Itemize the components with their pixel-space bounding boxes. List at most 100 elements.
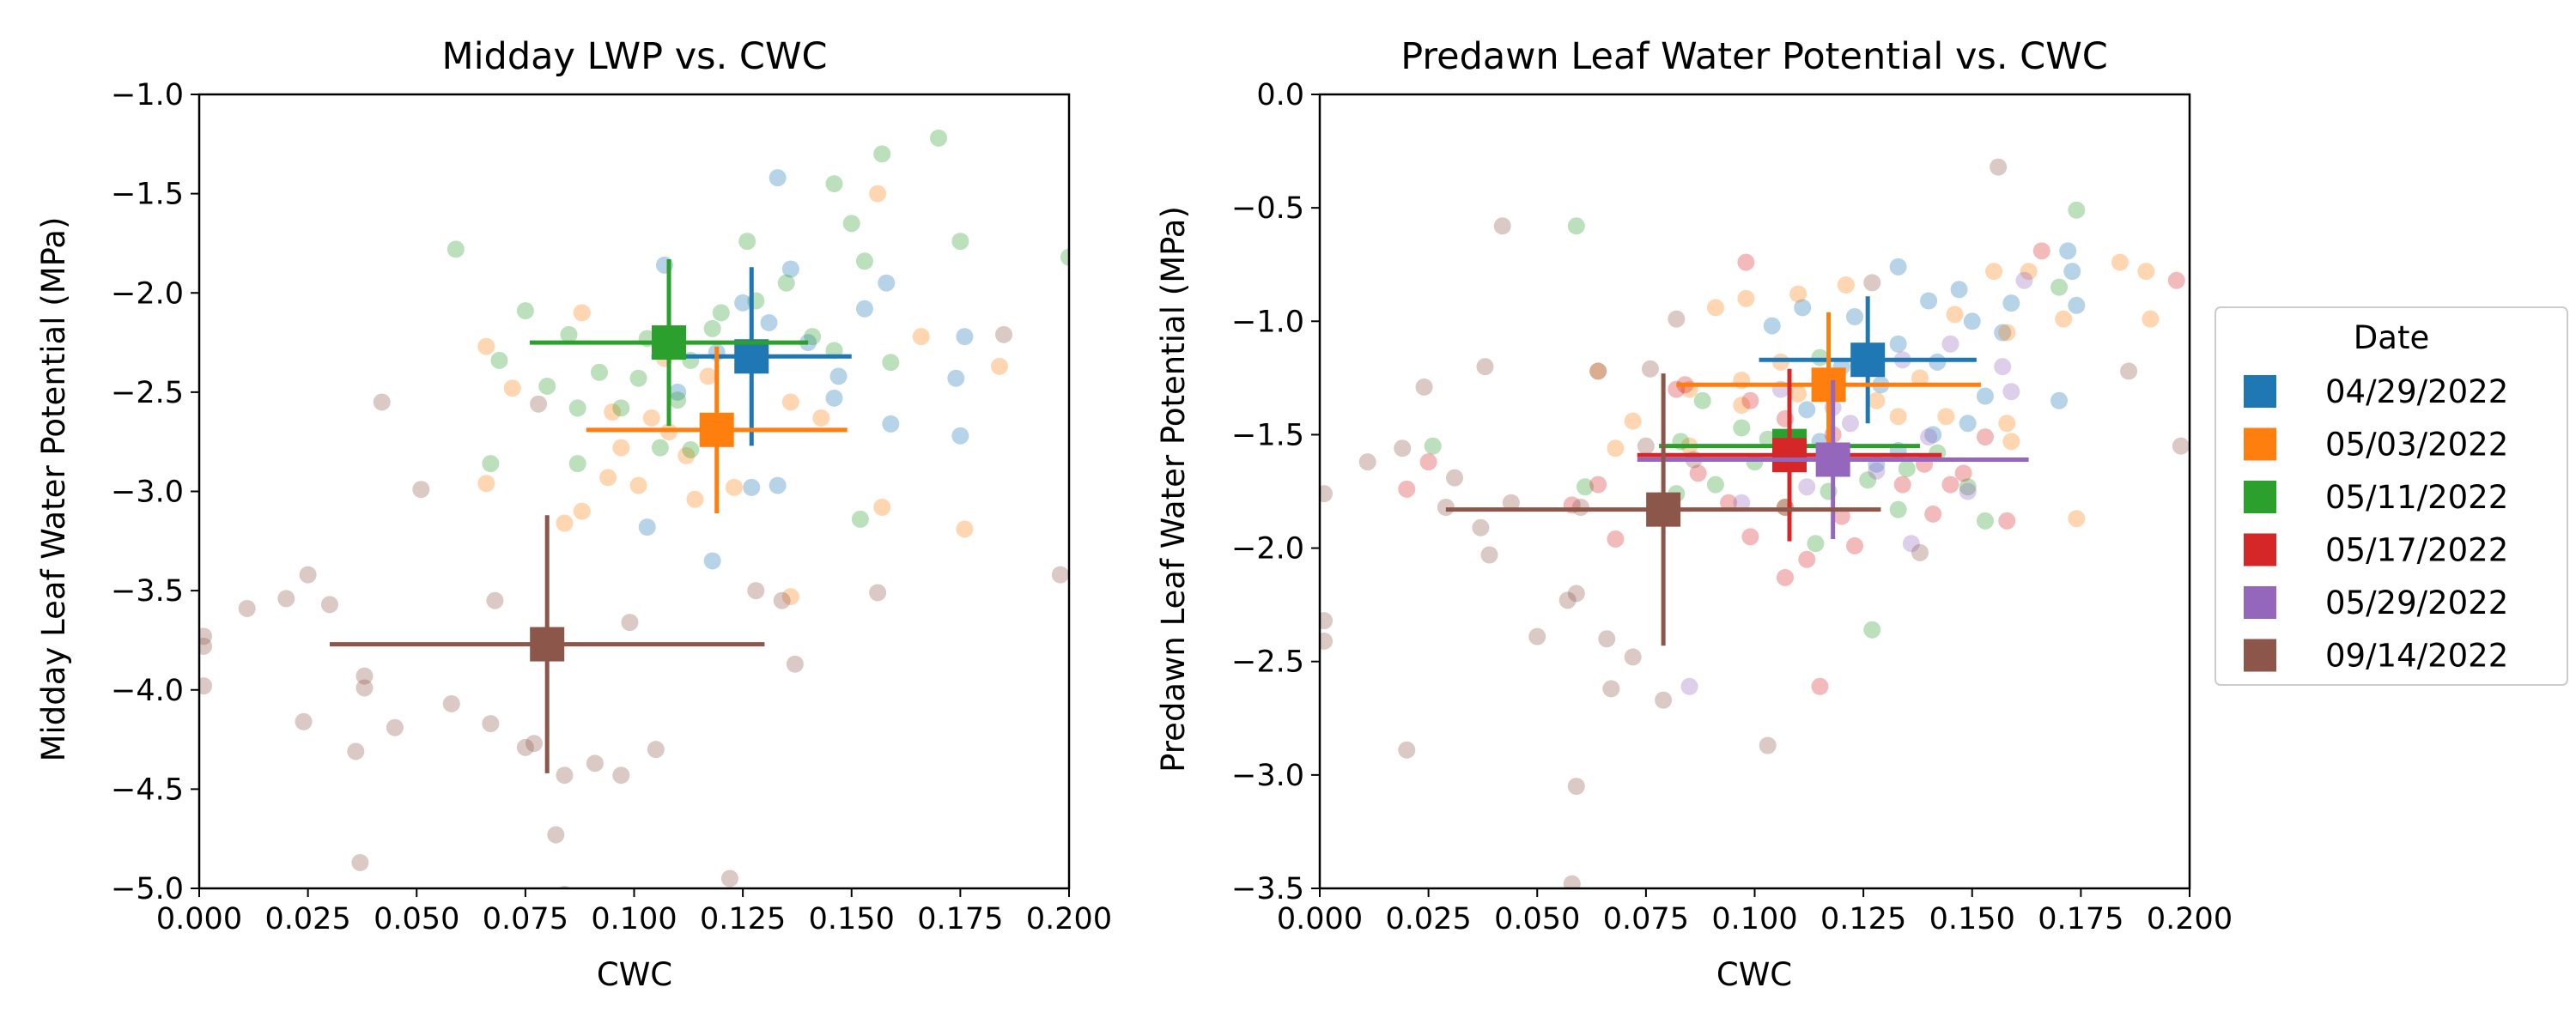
data-point xyxy=(1737,289,1755,307)
data-point xyxy=(612,439,630,457)
data-point xyxy=(781,588,799,606)
data-point xyxy=(1741,528,1759,546)
data-point xyxy=(825,175,843,193)
data-point xyxy=(878,274,896,292)
data-point xyxy=(556,766,574,785)
data-point xyxy=(355,679,374,697)
data-point xyxy=(2059,242,2077,260)
data-point xyxy=(629,369,647,387)
data-point xyxy=(1655,691,1673,709)
data-point xyxy=(1976,428,1994,446)
legend-swatch xyxy=(2244,533,2276,566)
data-point xyxy=(1837,276,1855,294)
data-point xyxy=(2167,271,2185,289)
data-point xyxy=(669,383,687,401)
data-point xyxy=(1060,248,1069,266)
y-tick-label: −3.5 xyxy=(1231,872,1304,906)
data-point xyxy=(786,655,804,673)
data-point xyxy=(1963,312,1981,330)
data-point xyxy=(2032,242,2050,260)
x-tick-label: 0.150 xyxy=(809,902,895,936)
x-tick-label: 0.000 xyxy=(156,902,242,936)
y-tick-label: −2.5 xyxy=(1231,645,1304,680)
data-point xyxy=(1558,591,1577,609)
data-point xyxy=(1358,453,1376,471)
data-point xyxy=(1898,460,1916,478)
data-point xyxy=(599,469,617,487)
data-point xyxy=(238,599,256,617)
legend-label: 05/17/2022 xyxy=(2325,532,2508,569)
x-tick-label: 0.125 xyxy=(1820,902,1906,936)
data-point xyxy=(295,712,313,730)
data-point xyxy=(720,869,738,888)
data-point xyxy=(1624,648,1642,666)
mean-marker xyxy=(734,339,769,374)
data-point xyxy=(873,499,891,516)
data-point xyxy=(1807,535,1825,553)
data-point xyxy=(1528,627,1546,645)
mean-marker xyxy=(1772,438,1807,473)
y-tick-label: −2.0 xyxy=(111,276,184,311)
data-point xyxy=(812,409,830,427)
data-point xyxy=(1424,437,1442,455)
data-point xyxy=(1689,464,1707,482)
data-point xyxy=(590,363,608,381)
data-point xyxy=(1476,358,1494,376)
data-point xyxy=(477,337,495,355)
data-point xyxy=(1946,306,1964,324)
data-point xyxy=(642,409,660,427)
data-point xyxy=(1598,630,1616,648)
data-point xyxy=(1320,485,1334,503)
data-point xyxy=(1480,546,1498,564)
data-point xyxy=(482,455,500,473)
data-point xyxy=(1567,217,1585,235)
data-point xyxy=(1929,353,1947,371)
data-point xyxy=(1607,439,1625,457)
data-point xyxy=(956,520,974,538)
mean-marker xyxy=(1811,367,1846,403)
x-tick-label: 0.050 xyxy=(1494,902,1580,936)
data-point xyxy=(951,427,969,445)
data-point xyxy=(1941,476,1959,494)
data-point xyxy=(1889,258,1907,276)
data-point xyxy=(1415,378,1433,396)
data-point xyxy=(1771,353,1789,371)
data-point xyxy=(629,476,647,494)
data-point xyxy=(1602,680,1620,698)
data-point xyxy=(951,233,969,251)
data-point xyxy=(1576,478,1594,496)
data-point xyxy=(2142,310,2160,328)
data-point xyxy=(1419,453,1437,471)
x-tick-label: 0.100 xyxy=(1711,902,1797,936)
data-point xyxy=(538,377,556,395)
x-tick-label: 0.125 xyxy=(700,902,786,936)
legend-label: 05/29/2022 xyxy=(2325,585,2508,621)
data-point xyxy=(1994,358,2012,376)
mean-markers xyxy=(1445,296,2029,646)
data-point xyxy=(1571,499,1589,516)
data-point xyxy=(842,215,860,233)
y-tick-label: −3.0 xyxy=(111,476,184,510)
data-point xyxy=(1959,478,1977,496)
data-point xyxy=(568,455,586,473)
mean-marker xyxy=(1646,492,1681,527)
y-axis-label: Midday Leaf Water Potential (MPa) xyxy=(35,217,72,762)
data-point xyxy=(682,440,700,458)
data-point xyxy=(2068,296,2086,314)
legend-swatch xyxy=(2244,427,2276,461)
data-point xyxy=(995,325,1013,343)
data-point xyxy=(747,582,765,600)
data-point xyxy=(2002,294,2020,312)
x-tick-label: 0.075 xyxy=(1603,902,1689,936)
data-point xyxy=(1985,263,2003,281)
data-point xyxy=(1668,310,1686,328)
data-point xyxy=(516,738,534,756)
data-point xyxy=(990,357,1008,375)
x-tick-label: 0.025 xyxy=(1386,902,1472,936)
data-point xyxy=(573,304,591,322)
data-point xyxy=(573,502,591,520)
data-point xyxy=(1868,391,1886,409)
data-point xyxy=(1794,299,1812,317)
data-point xyxy=(1398,741,1416,759)
data-point xyxy=(2068,510,2086,528)
